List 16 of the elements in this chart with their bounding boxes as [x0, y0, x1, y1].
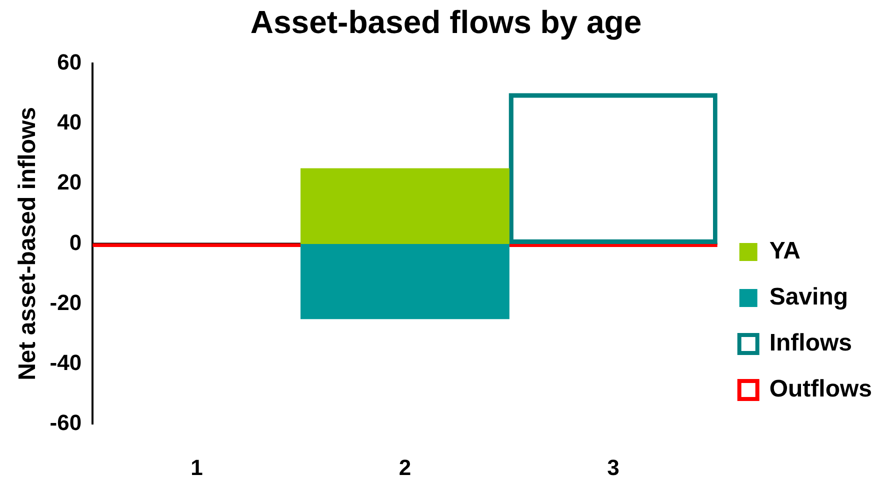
- y-tick-label: -20: [50, 290, 82, 315]
- legend-label: Inflows: [769, 330, 852, 357]
- legend-label: YA: [769, 238, 800, 265]
- legend-label: Saving: [769, 284, 848, 311]
- y-tick-label: 0: [69, 230, 82, 255]
- chart-title: Asset-based flows by age: [250, 4, 642, 40]
- y-tick-label: 40: [57, 110, 82, 135]
- x-tick-label: 1: [190, 455, 203, 480]
- y-axis-title: Net asset-based inflows: [14, 106, 42, 380]
- y-tick-label: -60: [50, 410, 82, 436]
- x-tick-label: 2: [398, 455, 412, 480]
- y-tick-label: 60: [57, 49, 82, 74]
- x-tick-label: 3: [607, 455, 620, 480]
- legend-label: Outflows: [769, 376, 872, 403]
- y-tick-label: -40: [50, 350, 82, 375]
- y-tick-label: 20: [57, 170, 82, 195]
